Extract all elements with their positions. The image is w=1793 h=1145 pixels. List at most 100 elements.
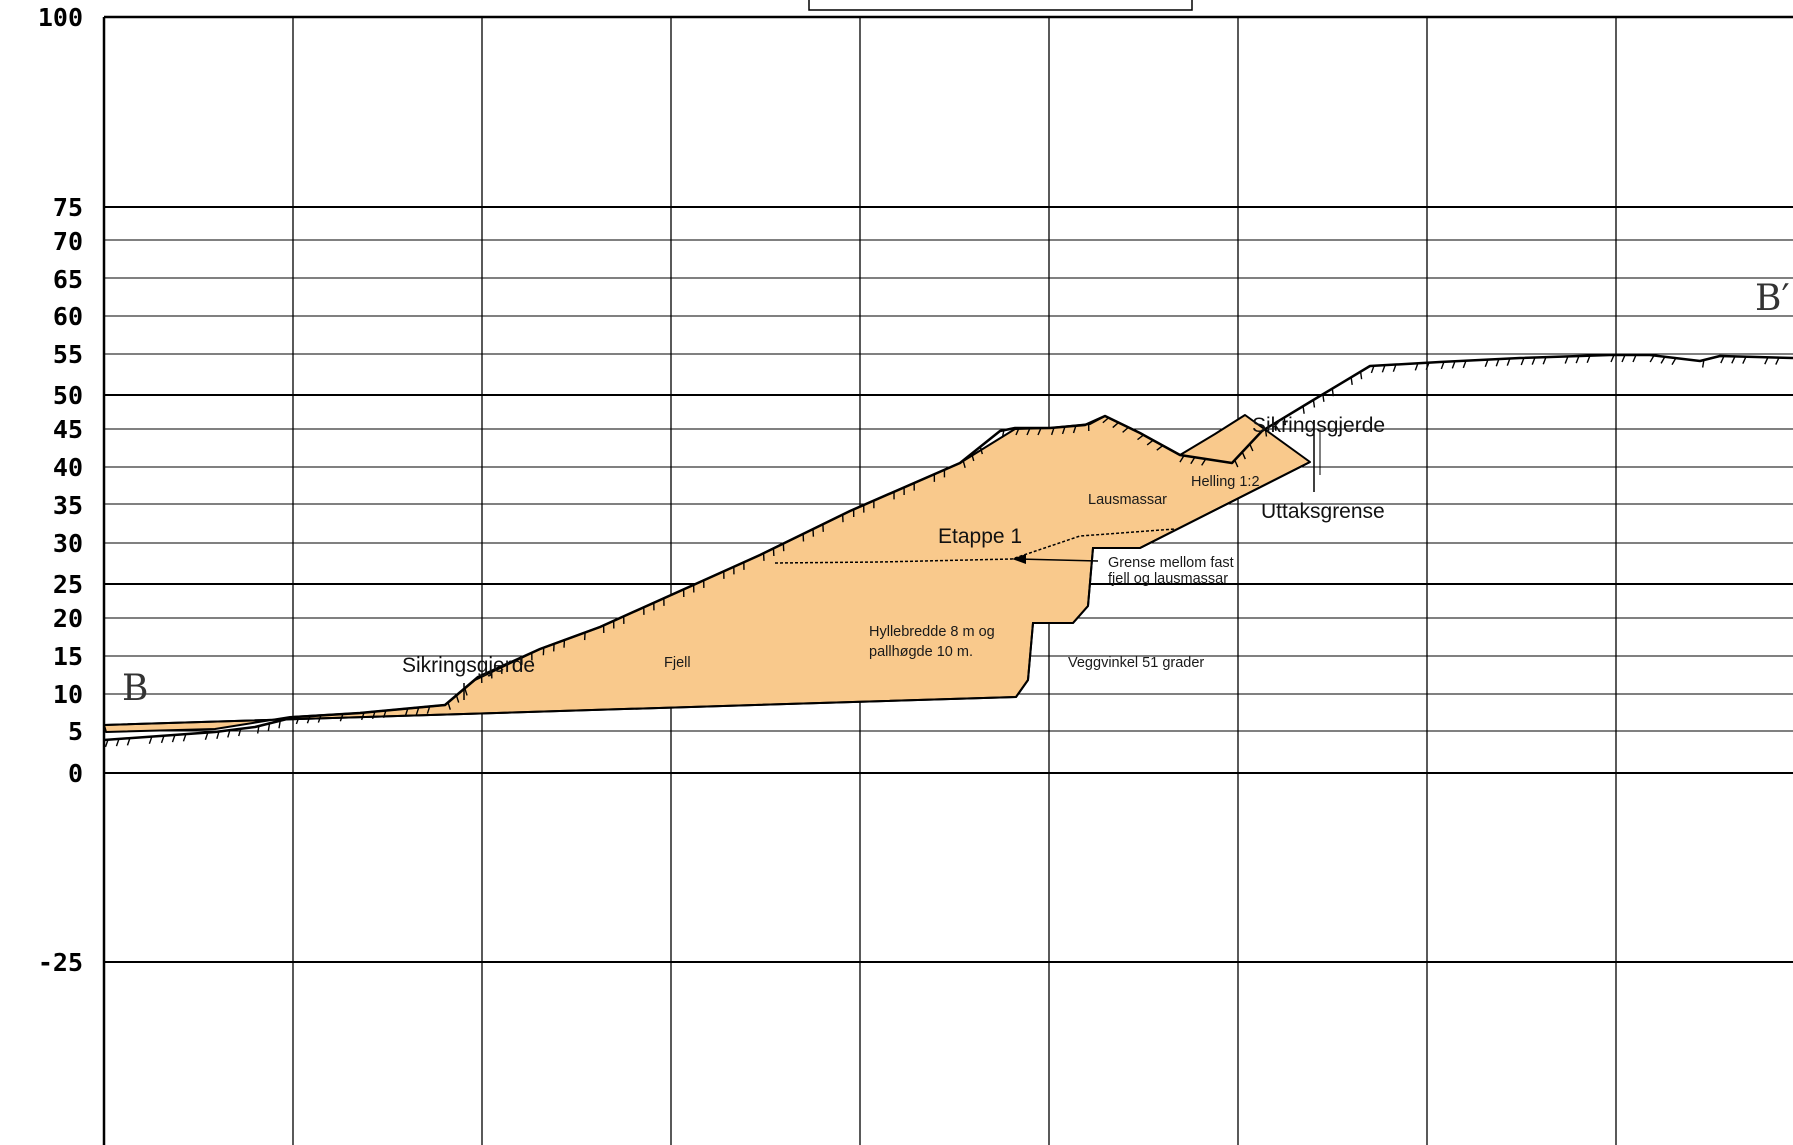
hatch-tick — [1146, 439, 1154, 446]
hatch-tick — [360, 712, 365, 721]
hatch-tick — [1462, 360, 1467, 369]
fence-label-left: Sikringsgjerde — [402, 654, 535, 677]
excavation-limit-label: Uttaksgrense — [1261, 500, 1385, 523]
hatch-tick — [1331, 388, 1335, 397]
hatch-tick — [171, 734, 176, 743]
y-tick-65: 65 — [53, 265, 83, 294]
y-tick-minus25: -25 — [38, 948, 83, 977]
y-tick-45: 45 — [53, 415, 83, 444]
hatch-tick — [1359, 371, 1363, 380]
hatch-tick — [1381, 364, 1386, 373]
hatch-tick — [382, 710, 387, 719]
hatch-tick — [1283, 417, 1286, 426]
y-tick-10: 10 — [53, 680, 83, 709]
y-tick-5: 5 — [68, 717, 83, 746]
y-tick-50: 50 — [53, 381, 83, 410]
boundary-label-1: Grense mellom fast — [1108, 555, 1234, 571]
hatch-tick — [1542, 356, 1547, 365]
y-tick-30: 30 — [53, 529, 83, 558]
y-tick-20: 20 — [53, 604, 83, 633]
hatch-tick — [1414, 363, 1419, 371]
fence-label-right: Sikringsgjerde — [1252, 414, 1385, 437]
hatch-tick — [1241, 451, 1246, 460]
hatch-tick — [1249, 443, 1254, 452]
hatch-tick — [227, 729, 231, 738]
hatch-tick — [1037, 427, 1042, 436]
y-tick-70: 70 — [53, 227, 83, 256]
hatch-tick — [204, 732, 209, 740]
hatch-tick — [1061, 426, 1066, 435]
hatch-tick — [1102, 417, 1110, 424]
hatch-tick — [1451, 361, 1456, 369]
hatch-tick — [1586, 355, 1591, 364]
y-tick-100: 100 — [38, 3, 83, 32]
hatch-tick — [1701, 359, 1705, 368]
y-axis-labels: 100 75 70 65 60 55 50 45 40 35 30 25 20 … — [38, 3, 83, 977]
hatch-tick — [1392, 364, 1397, 372]
slope-label: Helling 1:2 — [1191, 474, 1260, 490]
hatch-tick — [238, 728, 242, 737]
hatch-tick — [1015, 427, 1020, 436]
y-tick-55: 55 — [53, 340, 83, 369]
hatch-tick — [1531, 357, 1536, 365]
y-tick-15: 15 — [53, 642, 83, 671]
hatch-tick — [1312, 399, 1316, 408]
terrain-hatching — [104, 354, 1780, 748]
loose-material-label: Lausmassar — [1088, 492, 1167, 508]
hatch-tick — [317, 715, 322, 723]
hatch-tick — [1026, 427, 1031, 436]
stage-label: Etappe 1 — [938, 525, 1022, 548]
boundary-arrow — [1012, 554, 1099, 564]
hatch-tick — [278, 720, 281, 729]
terrain-surface — [103, 353, 1793, 742]
y-tick-0: 0 — [68, 759, 83, 788]
hatch-tick — [455, 695, 460, 703]
hatch-tick — [447, 702, 451, 710]
hatch-tick — [1264, 428, 1268, 437]
hatch-tick — [1775, 357, 1780, 365]
hatch-tick — [148, 736, 153, 745]
hatch-tick — [1671, 357, 1677, 366]
hatch-tick — [1720, 355, 1725, 364]
hatch-tick — [339, 713, 344, 722]
hatch-tick — [104, 739, 109, 748]
wall-angle-label: Veggvinkel 51 grader — [1068, 655, 1204, 671]
hatch-tick — [1156, 444, 1164, 451]
hatch-tick — [1190, 456, 1196, 465]
hatch-tick — [1072, 425, 1077, 434]
y-tick-25: 25 — [53, 570, 83, 599]
hatch-tick — [1274, 423, 1277, 431]
y-tick-60: 60 — [53, 302, 83, 331]
hatch-tick — [115, 738, 120, 747]
hatch-tick — [256, 725, 260, 734]
excavation-limit-line — [103, 461, 1311, 726]
hatch-tick — [971, 453, 975, 462]
section-end-label: B′ — [1755, 278, 1790, 319]
hatch-tick — [1649, 355, 1655, 363]
hatch-tick — [1234, 459, 1239, 468]
hatch-tick — [1425, 362, 1430, 371]
hatch-tick — [1564, 356, 1569, 364]
hatch-tick — [1122, 426, 1129, 433]
hatch-tick — [1302, 406, 1305, 414]
hatch-tick — [182, 733, 187, 742]
hatch-tick — [1440, 361, 1445, 370]
hatch-tick — [1742, 356, 1747, 364]
boundary-label-2: fjell og lausmassar — [1108, 571, 1228, 587]
bench-label-1: Hyllebredde 8 m og — [869, 624, 995, 640]
hatch-tick — [1610, 354, 1615, 363]
hatch-tick — [1350, 377, 1353, 385]
title-box — [808, 0, 1193, 11]
hatch-tick — [979, 446, 984, 455]
y-tick-40: 40 — [53, 453, 83, 482]
hatch-tick — [1506, 358, 1511, 366]
hatch-tick — [1050, 427, 1055, 436]
hatch-tick — [1137, 434, 1144, 441]
bedrock-label: Fjell — [664, 655, 691, 671]
section-start-label: B — [122, 668, 148, 709]
hatch-tick — [1322, 394, 1325, 402]
hatch-tick — [1621, 354, 1626, 363]
hatch-tick — [1575, 355, 1580, 364]
hatch-tick — [415, 707, 420, 715]
